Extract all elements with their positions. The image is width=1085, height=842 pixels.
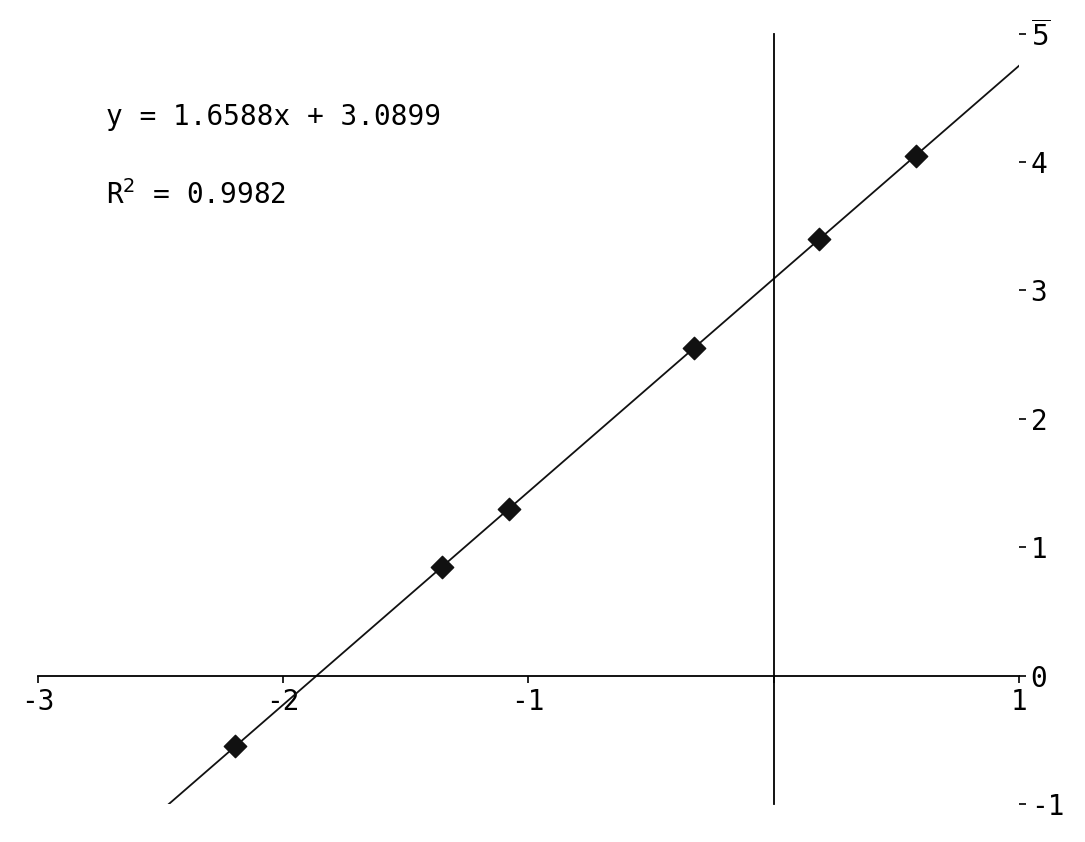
Point xyxy=(810,232,828,246)
Point xyxy=(907,149,924,163)
Point xyxy=(227,739,244,753)
Text: R$^2$ = 0.9982: R$^2$ = 0.9982 xyxy=(106,180,286,210)
Text: y = 1.6588x + 3.0899: y = 1.6588x + 3.0899 xyxy=(106,103,442,131)
Point xyxy=(500,502,518,515)
Point xyxy=(434,560,451,573)
Point xyxy=(685,342,702,355)
